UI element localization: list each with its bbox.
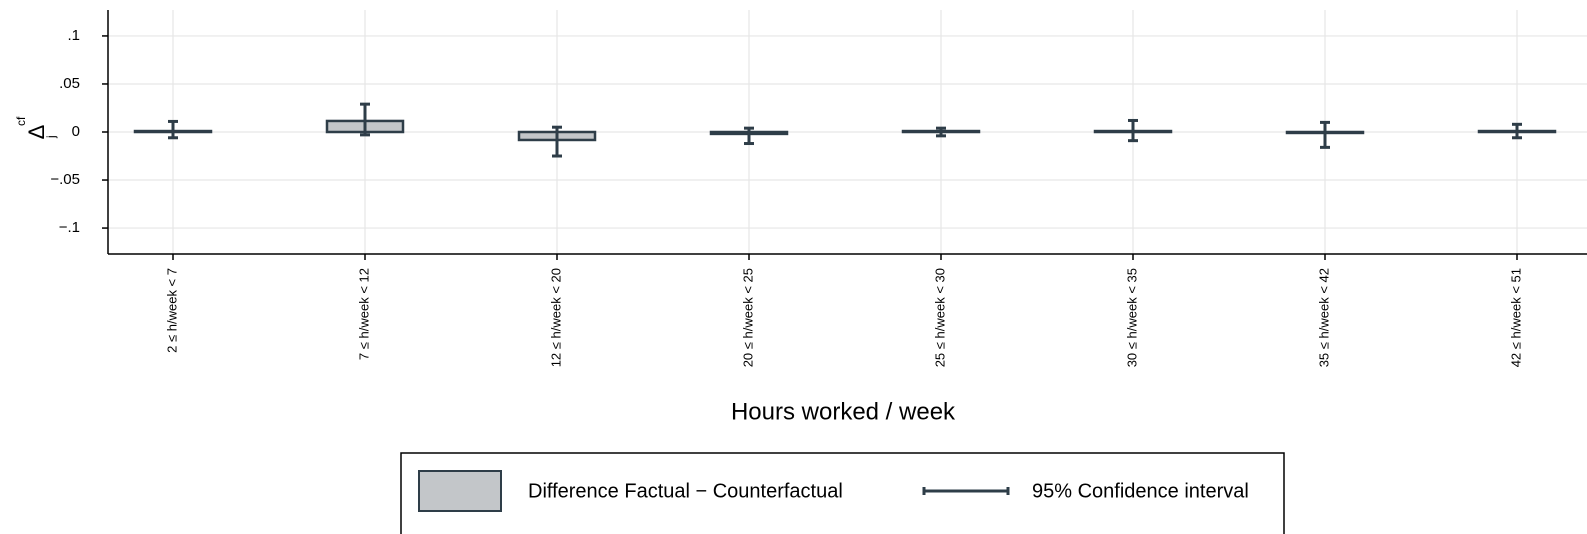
- x-tick-label: 2 ≤ h/week < 7: [164, 268, 179, 353]
- y-axis-label: Δ j cf: [14, 116, 58, 139]
- legend-box: [400, 452, 1285, 534]
- x-tick-label: 25 ≤ h/week < 30: [932, 268, 947, 367]
- legend-swatch-ci: [922, 487, 1010, 495]
- error-bar: [360, 102, 370, 137]
- y-tick-label: −.05: [50, 171, 80, 188]
- y-tick-label: .1: [67, 27, 80, 44]
- y-label-sub: j: [44, 135, 58, 139]
- legend-label: 95% Confidence interval: [1032, 480, 1249, 502]
- x-tick-label: 20 ≤ h/week < 25: [740, 268, 755, 367]
- error-bar: [1320, 120, 1330, 149]
- x-axis-label: Hours worked / week: [731, 398, 956, 425]
- x-tick-label: 42 ≤ h/week < 51: [1508, 268, 1523, 367]
- y-tick-label: −.1: [59, 219, 80, 236]
- error-bar: [1128, 118, 1138, 143]
- legend-label: Difference Factual − Counterfactual: [528, 480, 843, 502]
- plot: −.1 −.05 0 .05 .1 2 ≤ h/week < 7 7 ≤ h/week < …: [50, 10, 1587, 367]
- error-bar: [168, 119, 178, 140]
- y-label-base: Δ: [24, 124, 49, 139]
- x-tick-label: 30 ≤ h/week < 35: [1124, 268, 1139, 367]
- error-bar: [936, 126, 946, 138]
- x-tick-label: 12 ≤ h/week < 20: [548, 268, 563, 367]
- error-bar: [1512, 122, 1522, 140]
- y-tick-label: 0: [72, 123, 80, 140]
- x-tick-label: 7 ≤ h/week < 12: [356, 268, 371, 360]
- legend-swatch-bar: [418, 470, 502, 512]
- error-bar: [744, 126, 754, 146]
- x-tick-label: 35 ≤ h/week < 42: [1316, 268, 1331, 367]
- y-tick-label: .05: [59, 75, 80, 92]
- error-bar: [552, 125, 562, 158]
- y-label-sup: cf: [14, 116, 28, 126]
